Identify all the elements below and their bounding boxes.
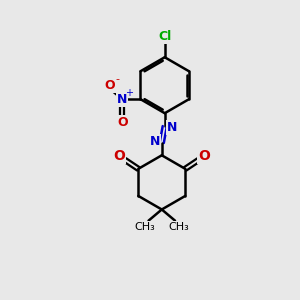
- Text: -: -: [115, 74, 119, 84]
- Text: CH₃: CH₃: [135, 222, 155, 232]
- Text: +: +: [125, 88, 133, 98]
- Text: N: N: [167, 122, 178, 134]
- Text: O: O: [113, 148, 125, 163]
- Text: O: O: [117, 116, 128, 129]
- Text: CH₃: CH₃: [168, 222, 189, 232]
- Text: N: N: [117, 93, 128, 106]
- Text: O: O: [105, 80, 115, 92]
- Text: O: O: [198, 148, 210, 163]
- Text: Cl: Cl: [158, 29, 171, 43]
- Text: N: N: [150, 135, 160, 148]
